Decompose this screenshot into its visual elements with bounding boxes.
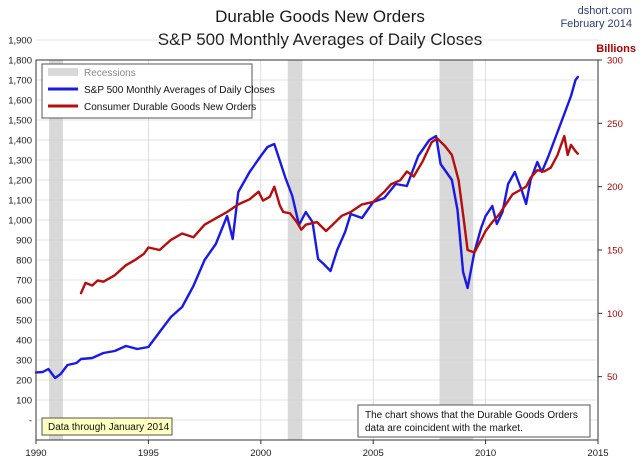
left-tick-label: 300 <box>16 356 32 367</box>
chart-title-line1: Durable Goods New Orders <box>215 7 425 26</box>
x-tick-label: 2005 <box>363 448 384 459</box>
legend-recession-swatch <box>48 68 78 76</box>
gridlines <box>36 39 598 440</box>
recession-band-1 <box>287 60 303 440</box>
right-tick-label: 250 <box>607 119 623 130</box>
left-tick-label: 1,300 <box>8 156 32 167</box>
sp500-line <box>34 75 579 380</box>
left-tick-label: 1,200 <box>8 176 32 187</box>
recession-band-0 <box>49 60 63 440</box>
left-tick-label: 1,500 <box>8 116 32 127</box>
left-tick-label: 1,400 <box>8 136 32 147</box>
left-tick-label: 1,600 <box>8 96 32 107</box>
x-tick-label: 1995 <box>138 448 159 459</box>
left-tick-label: 600 <box>16 296 32 307</box>
legend-durable-goods-label: Consumer Durable Goods New Orders <box>84 102 256 113</box>
x-tick-label: 2000 <box>250 448 271 459</box>
legend-sp500-label: S&P 500 Monthly Averages of Daily Closes <box>84 85 275 96</box>
right-tick-label: 100 <box>607 309 623 320</box>
x-tick-label: 2015 <box>587 448 608 459</box>
x-tick-label: 1990 <box>25 448 46 459</box>
left-tick-label: 1,000 <box>8 216 32 227</box>
data-through-note: Data through January 2014 <box>41 417 173 436</box>
durable-goods-line <box>79 134 579 295</box>
right-axis-unit: Billions <box>596 43 636 55</box>
right-axis-ticks: 50 100 150 200 250 300 <box>598 56 623 383</box>
left-tick-label: 1,700 <box>8 76 32 87</box>
date-label: February 2014 <box>560 18 632 30</box>
right-tick-label: 300 <box>607 56 623 67</box>
right-tick-label: 150 <box>607 246 623 257</box>
commentary-line1: The chart shows that the Durable Goods O… <box>365 410 578 421</box>
data-through-box <box>41 417 173 436</box>
commentary-line2: data are coincident with the market. <box>365 423 523 434</box>
source-label: dshort.com <box>578 5 632 17</box>
left-tick-label: 200 <box>16 376 32 387</box>
left-tick-label: 1,100 <box>8 196 32 207</box>
plot-frame <box>35 59 599 441</box>
left-tick-label: 400 <box>16 336 32 347</box>
data-through-text: Data through January 2014 <box>48 422 170 433</box>
left-tick-label: - <box>29 416 32 427</box>
left-tick-label: 900 <box>16 236 32 247</box>
left-axis-ticks: - 100 200 300 400 500 600 700 800 900 1,000 1,100 1,… <box>8 36 32 427</box>
x-tick-label: 2010 <box>475 448 496 459</box>
commentary-box <box>357 404 591 438</box>
series-lines <box>34 75 579 380</box>
chart-title-line2: S&P 500 Monthly Averages of Daily Closes <box>158 30 482 49</box>
right-tick-label: 50 <box>607 372 618 383</box>
left-tick-label: 100 <box>16 396 32 407</box>
left-tick-label: 1,800 <box>8 56 32 67</box>
commentary-note: The chart shows that the Durable Goods O… <box>357 404 591 438</box>
left-tick-label: 500 <box>16 316 32 327</box>
left-tick-label: 700 <box>16 276 32 287</box>
legend: Recessions S&P 500 Monthly Averages of D… <box>41 63 275 119</box>
x-axis-ticks: 1990 1995 2000 2005 2010 2015 <box>25 440 609 459</box>
left-tick-label: 800 <box>16 256 32 267</box>
legend-recession-label: Recessions <box>84 68 136 79</box>
right-tick-label: 200 <box>607 182 623 193</box>
left-tick-label: 1,900 <box>8 36 32 47</box>
